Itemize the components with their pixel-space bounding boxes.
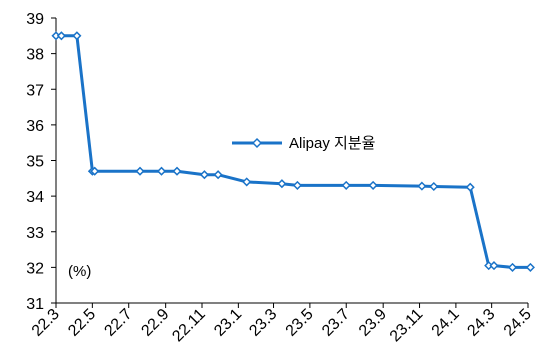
x-tick-label: 23.7 [319, 306, 353, 340]
legend: Alipay 지분율 [232, 135, 375, 152]
legend-label: Alipay 지분율 [289, 135, 375, 152]
x-tick-label: 23.9 [356, 306, 390, 340]
y-tick-label: 32 [26, 260, 44, 277]
y-tick-label: 31 [26, 296, 44, 313]
y-tick-label: 34 [26, 189, 44, 206]
data-point [417, 181, 427, 191]
x-tick-label: 22.7 [101, 306, 135, 340]
y-tick-label: 37 [26, 82, 44, 99]
x-tick-label: 22.11 [169, 306, 209, 346]
data-point [213, 170, 223, 180]
data-point [242, 177, 252, 187]
x-tick-label: 22.9 [138, 306, 172, 340]
y-tick-label: 39 [26, 11, 44, 28]
data-point [56, 31, 66, 41]
x-tick-label: 24.3 [464, 306, 498, 340]
data-point [465, 182, 475, 192]
y-tick-label: 33 [26, 225, 44, 242]
x-tick-label: 23.1 [211, 306, 245, 340]
x-tick-label: 23.5 [283, 306, 317, 340]
x-tick-label: 23.3 [246, 306, 280, 340]
unit-label: (%) [68, 263, 91, 280]
data-point [429, 181, 439, 192]
data-point [172, 166, 182, 176]
data-point [156, 166, 167, 176]
series-layer [51, 31, 535, 272]
x-tick-label: 24.1 [429, 306, 463, 340]
data-point [199, 170, 209, 180]
y-tick-label: 35 [26, 154, 44, 171]
data-point [341, 180, 351, 190]
data-point [489, 261, 499, 271]
data-point [72, 31, 82, 41]
y-tick-label: 36 [26, 118, 44, 135]
data-point [90, 166, 100, 176]
x-tick-label: 23.11 [387, 306, 427, 346]
x-tick-label: 24.5 [501, 306, 535, 340]
data-point [507, 262, 518, 272]
data-point [292, 180, 302, 190]
data-point [525, 262, 535, 272]
data-point [368, 180, 378, 190]
x-tick-label: 22.5 [65, 306, 99, 340]
data-point [277, 179, 287, 189]
data-point [135, 166, 145, 176]
y-tick-label: 38 [26, 47, 44, 64]
legend-marker [251, 137, 263, 149]
